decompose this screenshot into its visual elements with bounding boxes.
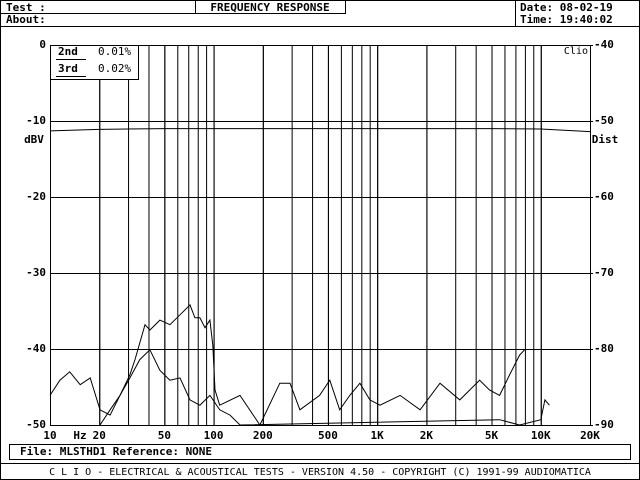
legend-reading: 0.02% xyxy=(98,62,131,75)
x-unit: Hz xyxy=(73,429,86,442)
y2-axis-label: Dist xyxy=(592,133,619,146)
credits: C L I O - ELECTRICAL & ACOUSTICAL TESTS … xyxy=(49,467,591,478)
y2-tick-label: -50 xyxy=(594,114,614,127)
y2-tick-label: -90 xyxy=(594,418,614,431)
x-tick-label: 2K xyxy=(420,429,434,442)
y2-tick-label: -40 xyxy=(594,38,614,51)
date: Date: 08-02-19 xyxy=(520,1,613,14)
y2-tick-label: -60 xyxy=(594,190,614,203)
about-label: About: xyxy=(6,13,46,26)
y-axis-label: dBV xyxy=(24,133,44,146)
y2-tick-label: -80 xyxy=(594,342,614,355)
time: Time: 19:40:02 xyxy=(520,13,613,26)
legend-name: 2nd xyxy=(58,45,78,58)
legend-reading: 0.01% xyxy=(98,45,131,58)
x-tick-label: 20 xyxy=(93,429,106,442)
series-line xyxy=(49,304,525,427)
series-line xyxy=(49,128,591,133)
x-tick-label: 10K xyxy=(531,429,551,442)
series-line xyxy=(99,348,550,426)
x-tick-label: 100 xyxy=(204,429,224,442)
file-info: File: MLSTHD1 Reference: NONE xyxy=(20,445,212,458)
x-tick-label: 200 xyxy=(253,429,273,442)
x-tick-label: 10 xyxy=(43,429,56,442)
title-box xyxy=(195,0,346,14)
file-box xyxy=(9,444,631,460)
x-tick-label: 5K xyxy=(485,429,499,442)
y-tick-label: -20 xyxy=(26,190,46,203)
x-tick-label: 20K xyxy=(580,429,600,442)
corner-label: Clio xyxy=(564,46,588,57)
y-tick-label: 0 xyxy=(39,38,46,51)
x-tick-label: 1K xyxy=(371,429,385,442)
legend-box xyxy=(50,45,139,80)
x-tick-label: 500 xyxy=(318,429,338,442)
test-label: Test : xyxy=(6,1,46,14)
legend-name: 3rd xyxy=(58,62,78,75)
page-title: FREQUENCY RESPONSE xyxy=(210,1,329,14)
y-tick-label: -30 xyxy=(26,266,46,279)
x-tick-label: 50 xyxy=(158,429,171,442)
y-tick-label: -40 xyxy=(26,342,46,355)
y-tick-label: -10 xyxy=(26,114,46,127)
y2-tick-label: -70 xyxy=(594,266,614,279)
y-tick-label: -50 xyxy=(26,418,46,431)
